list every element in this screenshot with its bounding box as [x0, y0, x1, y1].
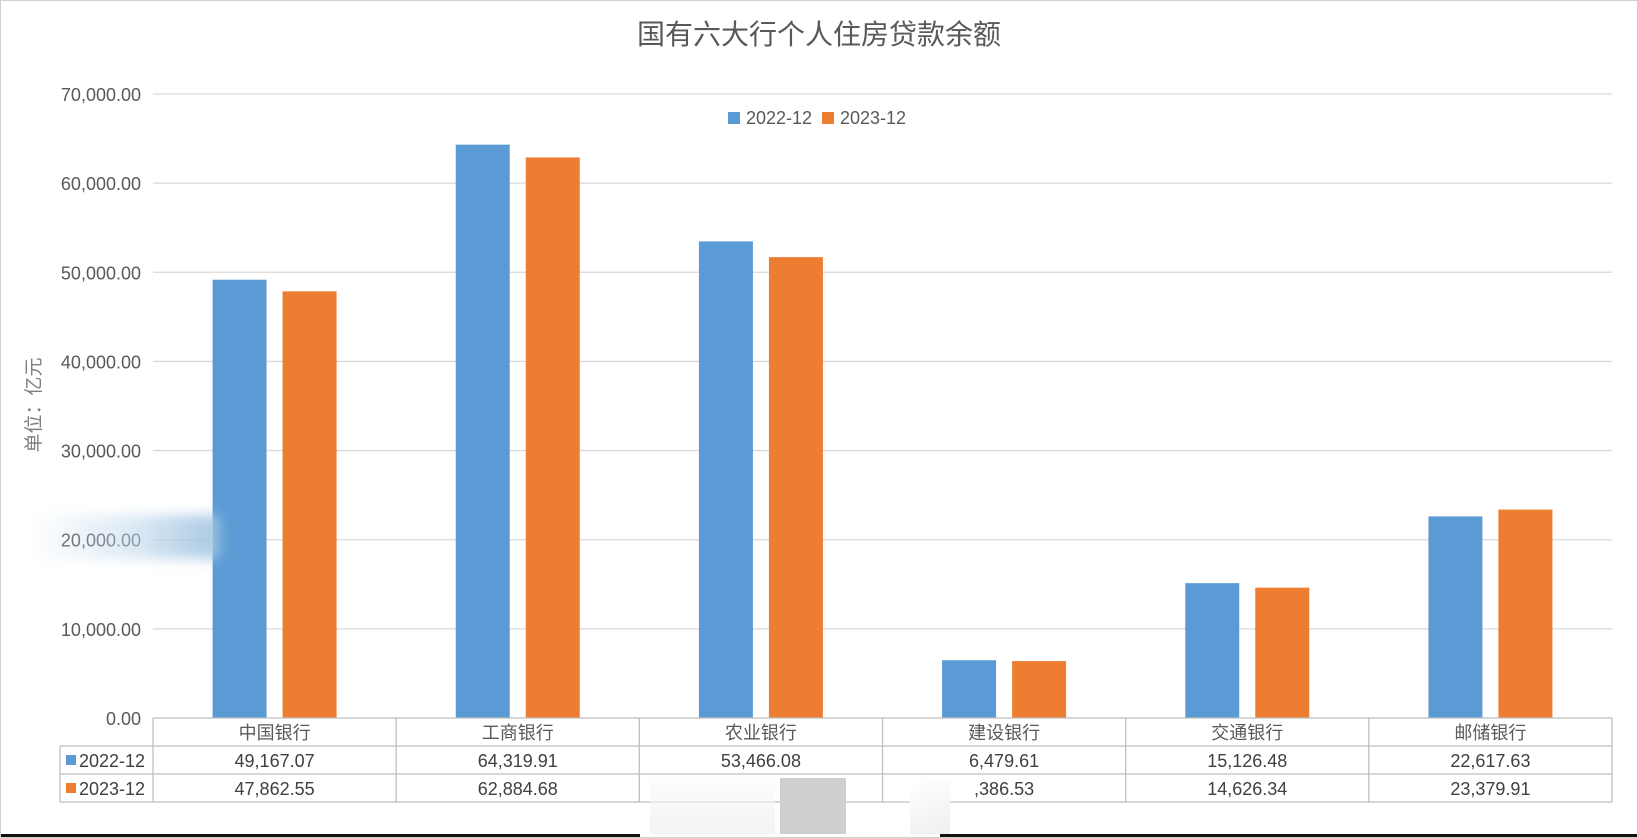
legend-swatch: [822, 112, 834, 124]
watermark-overlay-left: [650, 770, 775, 838]
category-label: 建设银行: [968, 723, 1040, 744]
bar: [1255, 587, 1310, 718]
bar: [525, 157, 580, 719]
table-value: 15,126.48: [1207, 751, 1287, 771]
category-label: 中国银行: [239, 723, 311, 744]
table-value: 14,626.34: [1207, 779, 1287, 799]
y-tick-label: 0.00: [106, 709, 141, 729]
legend-label: 2022-12: [746, 108, 812, 128]
legend-swatch: [728, 112, 740, 124]
table-value: 47,862.55: [235, 779, 315, 799]
y-tick-label: 70,000.00: [61, 85, 141, 105]
bar: [455, 144, 510, 719]
table-legend-key: [66, 783, 76, 793]
table-series-label: 2023-12: [79, 779, 145, 799]
table-series-label: 2022-12: [79, 751, 145, 771]
bar: [698, 241, 753, 718]
bar: [1428, 516, 1483, 718]
table-legend-key: [66, 755, 76, 765]
bottom-edge-gap: [640, 834, 940, 838]
legend-label: 2023-12: [840, 108, 906, 128]
bar: [1012, 661, 1067, 718]
table-value: 62,884.68: [478, 779, 558, 799]
category-label: 交通银行: [1211, 723, 1283, 744]
bar: [768, 257, 823, 718]
bar: [1498, 509, 1553, 718]
bar: [212, 279, 267, 718]
y-tick-label: 10,000.00: [61, 620, 141, 640]
blurred-overlay: [30, 515, 220, 559]
y-tick-label: 50,000.00: [61, 263, 141, 283]
table-value: 6,479.61: [969, 751, 1039, 771]
table-value: 22,617.63: [1450, 751, 1530, 771]
y-tick-label: 60,000.00: [61, 174, 141, 194]
table-value: 49,167.07: [235, 751, 315, 771]
chart-title: 国有六大行个人住房贷款余额: [637, 18, 1001, 51]
bar: [282, 291, 337, 718]
table-value: 53,466.08: [721, 751, 801, 771]
y-axis-label: 单位：亿元: [23, 357, 45, 452]
watermark-overlay-right: [910, 780, 950, 838]
bar: [1185, 583, 1240, 718]
table-value: 23,379.91: [1450, 779, 1530, 799]
watermark-overlay-mid: [780, 778, 846, 838]
category-label: 工商银行: [482, 723, 554, 744]
y-tick-label: 30,000.00: [61, 442, 141, 462]
table-value: ,386.53: [974, 779, 1034, 799]
category-label: 农业银行: [725, 723, 797, 744]
bar: [942, 660, 997, 718]
category-label: 邮储银行: [1454, 723, 1526, 744]
table-value: 64,319.91: [478, 751, 558, 771]
y-tick-label: 40,000.00: [61, 352, 141, 372]
